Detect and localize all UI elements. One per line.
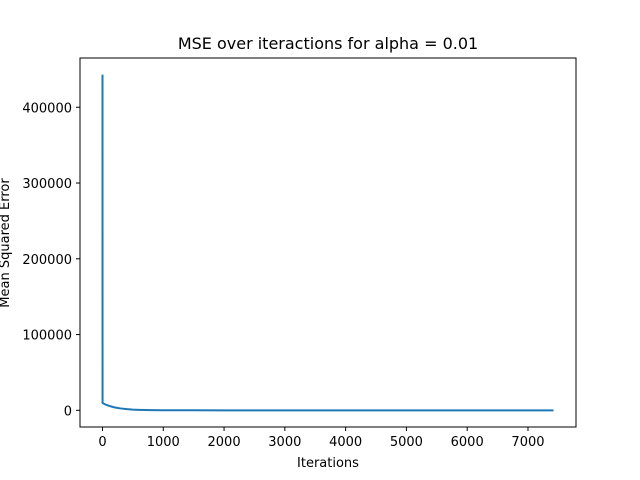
series-line-0 xyxy=(101,74,554,412)
plot-frame xyxy=(79,57,577,428)
x-axis-ticks: 0 1000 2000 3000 4000 5000 6000 7000 xyxy=(98,427,545,450)
plot-area xyxy=(79,57,577,428)
y-tick-label: 0 xyxy=(64,404,72,419)
x-tick-label: 4000 xyxy=(329,435,362,450)
x-tick-label: 7000 xyxy=(511,435,544,450)
x-tick-label: 6000 xyxy=(451,435,484,450)
y-axis-label: Mean Squared Error xyxy=(0,178,13,308)
x-axis-label: Iterations xyxy=(297,456,359,471)
x-tick-label: 5000 xyxy=(390,435,423,450)
y-tick-label: 300000 xyxy=(22,177,72,192)
chart-title: MSE over iteractions for alpha = 0.01 xyxy=(178,34,478,53)
y-tick-label: 400000 xyxy=(22,101,72,116)
x-tick-label: 2000 xyxy=(208,435,241,450)
y-tick-label: 200000 xyxy=(22,253,72,268)
x-tick-label: 1000 xyxy=(147,435,180,450)
y-tick-label: 100000 xyxy=(22,329,72,344)
x-tick-label: 0 xyxy=(98,435,106,450)
y-axis-ticks: 0 100000 200000 300000 400000 xyxy=(22,101,80,419)
x-tick-label: 3000 xyxy=(268,435,301,450)
